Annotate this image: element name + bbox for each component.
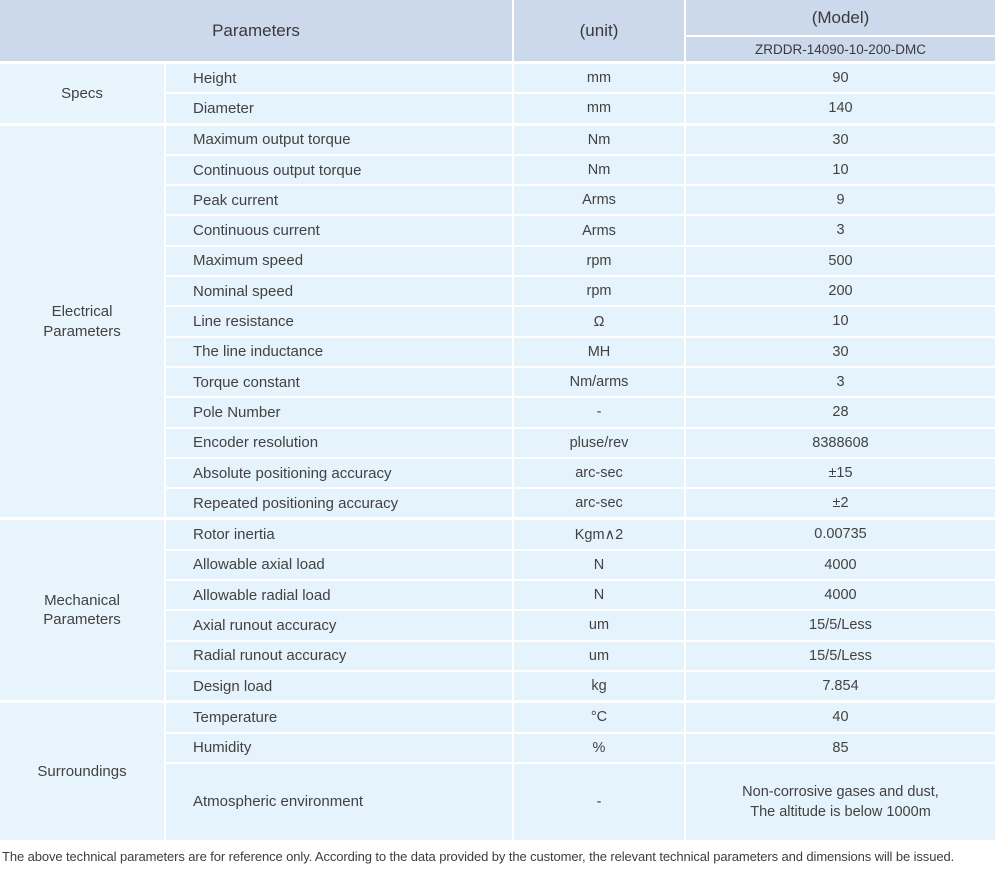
value-cell: ±2 xyxy=(686,489,995,518)
param-name-cell: Torque constant xyxy=(166,367,512,397)
unit-cell: pluse/rev xyxy=(514,428,684,457)
section: Specs Height mm 90 Diameter mm 140 xyxy=(0,64,995,123)
param-name-cell: Allowable radial load xyxy=(166,581,512,610)
value-cell: 10 xyxy=(686,155,995,185)
param-name-cell: Axial runout accuracy xyxy=(166,611,512,640)
unit-cell: Arms xyxy=(514,216,684,245)
header-model-cell: (Model) xyxy=(686,0,995,35)
value-cell: 15/5/Less xyxy=(686,641,995,670)
unit-cell: Kgm∧2 xyxy=(514,520,684,549)
param-name-cell: Temperature xyxy=(166,703,512,732)
unit-cell: um xyxy=(514,641,684,670)
param-name-cell: Radial runout accuracy xyxy=(166,641,512,670)
value-cell: 200 xyxy=(686,277,995,306)
value-cell: 140 xyxy=(686,94,995,123)
group-label: Electrical Parameters xyxy=(43,303,121,340)
unit-cell: % xyxy=(514,733,684,762)
value-cell: 15/5/Less xyxy=(686,611,995,640)
param-name-cell: Allowable axial load xyxy=(166,550,512,580)
section: Mechanical Parameters Rotor inertia Kgm∧2 0… xyxy=(0,520,995,701)
unit-cell: N xyxy=(514,550,684,580)
param-name-cell: Repeated positioning accuracy xyxy=(166,489,512,518)
param-name-cell: Rotor inertia xyxy=(166,520,512,549)
value-cell: 28 xyxy=(686,398,995,427)
unit-cell: um xyxy=(514,611,684,640)
param-name-cell: Absolute positioning accuracy xyxy=(166,458,512,488)
unit-cell: Arms xyxy=(514,186,684,215)
group-label: Specs xyxy=(61,84,103,102)
param-name-cell: Humidity xyxy=(166,733,512,762)
section: Electrical Parameters Maximum output torq… xyxy=(0,125,995,518)
table-body: Specs Height mm 90 Diameter mm 140 Electrical P… xyxy=(0,64,995,840)
value-cell: 7.854 xyxy=(686,671,995,701)
param-name-cell: Maximum output torque xyxy=(166,125,512,154)
value-cell: 85 xyxy=(686,733,995,762)
value-cell: 3 xyxy=(686,216,995,245)
group-label: Surroundings xyxy=(37,762,127,780)
param-name-cell: Encoder resolution xyxy=(166,428,512,457)
param-name-cell: The line inductance xyxy=(166,337,512,366)
value-cell: 40 xyxy=(686,703,995,732)
value-cell: 4000 xyxy=(686,550,995,580)
unit-cell: Ω xyxy=(514,307,684,336)
unit-cell: kg xyxy=(514,671,684,701)
group-cell: Surroundings xyxy=(0,703,164,840)
value-cell: 30 xyxy=(686,337,995,366)
unit-cell: MH xyxy=(514,337,684,366)
unit-cell: arc-sec xyxy=(514,489,684,518)
value-cell: 90 xyxy=(686,64,995,93)
group-cell: Specs xyxy=(0,64,164,123)
value-cell: 9 xyxy=(686,186,995,215)
header-model-number-cell: ZRDDR-14090-10-200-DMC xyxy=(686,37,995,61)
param-name-cell: Design load xyxy=(166,671,512,701)
parameters-table: Parameters (unit) (Model) ZRDDR-14090-10… xyxy=(0,0,995,840)
param-name-cell: Diameter xyxy=(166,94,512,123)
value-cell: 30 xyxy=(686,125,995,154)
table-header: Parameters (unit) (Model) ZRDDR-14090-10… xyxy=(0,0,995,61)
unit-cell: Nm xyxy=(514,155,684,185)
value-cell: 3 xyxy=(686,367,995,397)
group-cell: Electrical Parameters xyxy=(0,125,164,518)
unit-cell: arc-sec xyxy=(514,458,684,488)
param-name-cell: Peak current xyxy=(166,186,512,215)
unit-cell: N xyxy=(514,581,684,610)
unit-cell: mm xyxy=(514,94,684,123)
param-name-cell: Maximum speed xyxy=(166,246,512,276)
footer-note: The above technical parameters are for r… xyxy=(2,848,955,864)
group-label: Mechanical Parameters xyxy=(43,591,121,629)
unit-cell: - xyxy=(514,398,684,427)
value-cell: ±15 xyxy=(686,458,995,488)
unit-cell: rpm xyxy=(514,246,684,276)
param-name-cell: Continuous current xyxy=(166,216,512,245)
section: Surroundings Temperature °C 40 Humidity% 85 At… xyxy=(0,703,995,840)
value-cell: 10 xyxy=(686,307,995,336)
unit-cell: °C xyxy=(514,703,684,732)
header-parameters-cell: Parameters xyxy=(0,0,512,61)
header-unit-cell: (unit) xyxy=(514,0,684,61)
value-cell: Non-corrosive gases and dust, The altitu… xyxy=(686,763,995,840)
value-cell: 0.00735 xyxy=(686,520,995,549)
param-name-cell: Line resistance xyxy=(166,307,512,336)
group-cell: Mechanical Parameters xyxy=(0,520,164,701)
unit-cell: rpm xyxy=(514,277,684,306)
param-name-cell: Continuous output torque xyxy=(166,155,512,185)
param-name-cell: Pole Number xyxy=(166,398,512,427)
param-name-cell: Height xyxy=(166,64,512,93)
unit-cell: Nm xyxy=(514,125,684,154)
value-cell: 8388608 xyxy=(686,428,995,457)
param-name-cell: Nominal speed xyxy=(166,277,512,306)
value-cell: 4000 xyxy=(686,581,995,610)
param-name-cell: Atmospheric environment xyxy=(166,763,512,840)
unit-cell: mm xyxy=(514,64,684,93)
value-cell: 500 xyxy=(686,246,995,276)
unit-cell: Nm/arms xyxy=(514,367,684,397)
unit-cell: - xyxy=(514,763,684,840)
